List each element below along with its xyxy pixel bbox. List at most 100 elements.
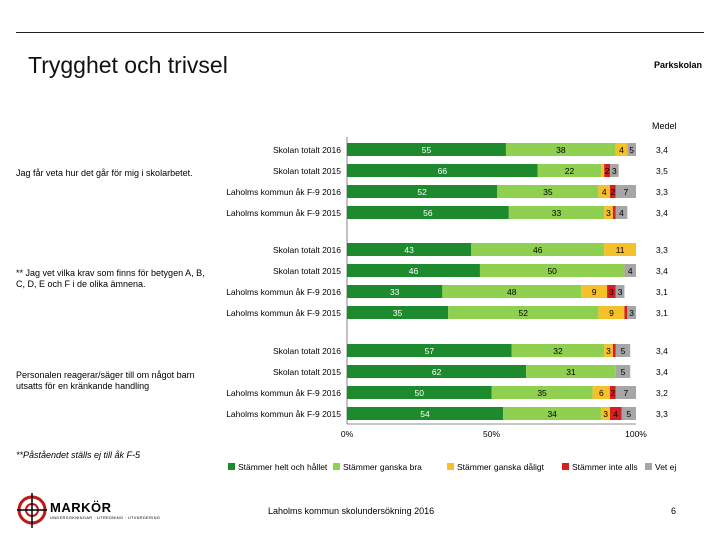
- bar-value-label: 35: [543, 187, 553, 197]
- legend-swatch: [333, 463, 340, 470]
- x-tick-label: 0%: [341, 429, 354, 439]
- bar-value-label: 50: [415, 388, 425, 398]
- bar-segment: [604, 206, 613, 219]
- bar-segment: [615, 185, 636, 198]
- bar-segment: [471, 243, 605, 256]
- bar-segment: [347, 407, 504, 420]
- bar-value-label: 7: [624, 388, 629, 398]
- bar-value-label: 62: [432, 367, 442, 377]
- bar-category-label: Skolan totalt 2015: [273, 166, 341, 176]
- bar-segment: [505, 143, 616, 156]
- top-divider: [16, 32, 704, 33]
- bar-segment: [607, 285, 616, 298]
- bar-segment: [615, 143, 628, 156]
- bar-value-label: 66: [438, 166, 448, 176]
- legend-label: Stämmer ganska dåligt: [457, 462, 545, 472]
- legend-swatch: [562, 463, 569, 470]
- bar-segment: [526, 365, 616, 378]
- medel-value: 3,3: [656, 245, 668, 255]
- bar-value-label: 2: [605, 166, 610, 176]
- bar-segment: [598, 306, 625, 319]
- bar-segment: [621, 407, 636, 420]
- bar-value-label: 52: [417, 187, 427, 197]
- legend-label: Vet ej: [655, 462, 676, 472]
- bar-category-label: Laholms kommun åk F-9 2016: [226, 187, 341, 197]
- bar-segment: [448, 306, 599, 319]
- bar-value-label: 3: [629, 308, 634, 318]
- bar-value-label: 48: [507, 287, 517, 297]
- bar-segment: [503, 407, 602, 420]
- bar-segment: [609, 386, 616, 399]
- bar-category-label: Skolan totalt 2016: [273, 245, 341, 255]
- bar-value-label: 31: [566, 367, 576, 377]
- bar-segment: [347, 243, 472, 256]
- bar-segment: [604, 344, 613, 357]
- bar-value-label: 3: [612, 166, 617, 176]
- bar-segment: [347, 264, 480, 277]
- bar-value-label: 54: [420, 409, 430, 419]
- bar-segment: [511, 344, 605, 357]
- bar-segment: [598, 185, 610, 198]
- bar-value-label: 5: [621, 367, 626, 377]
- bar-value-label: 35: [393, 308, 403, 318]
- bar-value-label: 57: [425, 346, 435, 356]
- bar-value-label: 34: [547, 409, 557, 419]
- bar-value-label: 4: [613, 409, 618, 419]
- footer-survey-label: Laholms kommun skolundersökning 2016: [268, 506, 435, 516]
- bar-value-label: 6: [599, 388, 604, 398]
- statement-1: Jag får veta hur det går för mig i skola…: [16, 168, 193, 178]
- bar-value-label: 4: [628, 266, 633, 276]
- footnote: **Påståendet ställs ej till åk F-5: [16, 450, 141, 460]
- bar-segment: [609, 407, 622, 420]
- bar-category-label: Laholms kommun åk F-9 2016: [226, 388, 341, 398]
- bar-category-label: Laholms kommun åk F-9 2015: [226, 308, 341, 318]
- bar-segment: [347, 185, 498, 198]
- bar-segment: [347, 306, 449, 319]
- bar-value-label: 55: [422, 145, 432, 155]
- bar-segment: [347, 206, 509, 219]
- legend-label: Stämmer ganska bra: [343, 462, 422, 472]
- bar-value-label: 5: [626, 409, 631, 419]
- bar-segment: [612, 206, 616, 219]
- bar-value-label: 46: [533, 245, 543, 255]
- x-tick-label: 50%: [483, 429, 500, 439]
- bar-segment: [491, 386, 593, 399]
- bar-segment: [442, 285, 582, 298]
- page-number: 6: [671, 506, 677, 516]
- school-name: Parkskolan: [654, 60, 703, 70]
- bar-category-label: Laholms kommun åk F-9 2015: [226, 409, 341, 419]
- bar-segment: [604, 164, 610, 177]
- bar-segment: [601, 407, 610, 420]
- bar-segment: [347, 164, 538, 177]
- logo-name: MARKÖR: [50, 500, 112, 515]
- medel-value: 3,1: [656, 308, 668, 318]
- bar-segment: [627, 143, 636, 156]
- bar-category-label: Skolan totalt 2016: [273, 346, 341, 356]
- legend-swatch: [228, 463, 235, 470]
- statement-2: ** Jag vet vilka krav som finns för bety…: [16, 268, 205, 289]
- bar-value-label: 32: [553, 346, 563, 356]
- medel-value: 3,4: [656, 208, 668, 218]
- bar-segment: [609, 164, 619, 177]
- bar-category-label: Laholms kommun åk F-9 2016: [226, 287, 341, 297]
- bar-value-label: 46: [409, 266, 419, 276]
- medel-value: 3,4: [656, 367, 668, 377]
- bar-value-label: 3: [603, 409, 608, 419]
- bar-segment: [347, 143, 506, 156]
- bar-segment: [624, 264, 636, 277]
- bar-value-label: 3: [609, 287, 614, 297]
- bar-segment: [615, 386, 636, 399]
- bar-segment: [347, 365, 527, 378]
- bar-value-label: 35: [537, 388, 547, 398]
- bar-segment: [604, 243, 636, 256]
- bar-segment: [497, 185, 599, 198]
- bar-value-label: 33: [390, 287, 400, 297]
- bar-value-label: 38: [556, 145, 566, 155]
- bar-segment: [592, 386, 610, 399]
- bar-segment: [347, 344, 512, 357]
- bar-segment: [347, 285, 443, 298]
- x-tick-label: 100%: [625, 429, 647, 439]
- medel-value: 3,4: [656, 145, 668, 155]
- bar-value-label: 50: [547, 266, 557, 276]
